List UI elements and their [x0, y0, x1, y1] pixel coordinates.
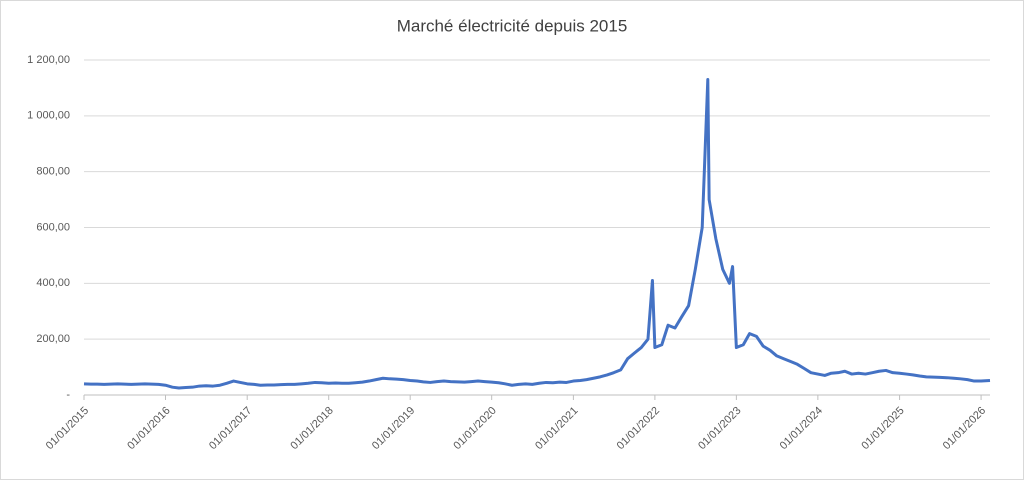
y-tick-label: - — [66, 389, 70, 401]
chart-title: Marché électricité depuis 2015 — [397, 16, 628, 35]
price-line — [83, 78, 991, 390]
y-tick-label: 200,00 — [36, 333, 70, 345]
y-tick-label: 400,00 — [36, 277, 70, 289]
y-tick-label: 800,00 — [36, 166, 70, 178]
y-tick-label: 1 200,00 — [27, 54, 70, 66]
y-tick-label: 600,00 — [36, 221, 70, 233]
y-tick-label: 1 000,00 — [27, 110, 70, 122]
